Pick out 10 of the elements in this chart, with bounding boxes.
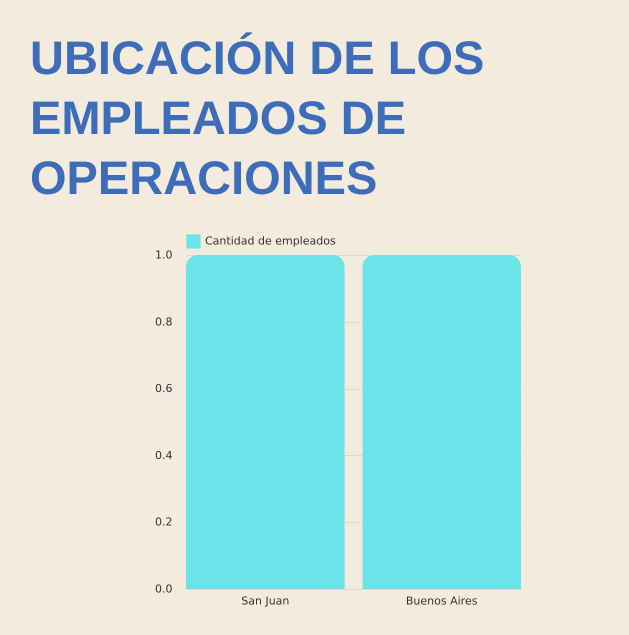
chart-title: UBICACIÓN DE LOS EMPLEADOS DE OPERACIONES	[30, 31, 484, 204]
y-tick-label: 1.0	[155, 248, 172, 262]
y-tick-label: 0.6	[155, 382, 172, 396]
y-tick-label: 0.4	[155, 448, 172, 462]
y-tick-label: 0.2	[155, 516, 172, 529]
x-tick-label: San Juan	[241, 594, 290, 608]
x-tick-label: Buenos Aires	[406, 594, 478, 608]
y-tick-label: 0.0	[155, 582, 172, 596]
legend-label: Cantidad de empleados	[205, 234, 336, 248]
y-tick-label: 0.8	[155, 315, 172, 328]
